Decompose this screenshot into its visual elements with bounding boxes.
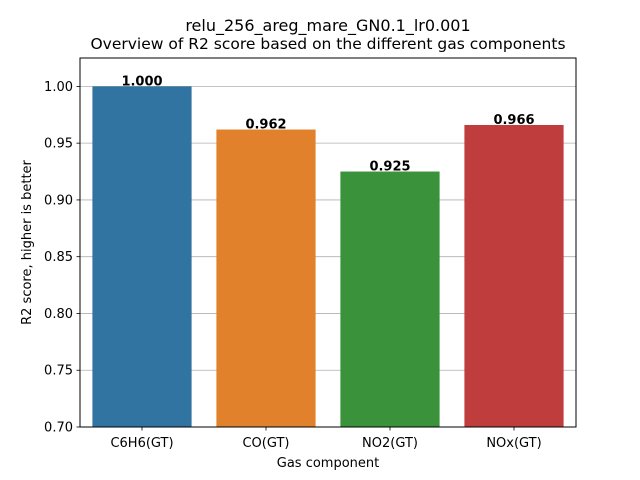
y-tick-label: 0.75 [44,364,73,379]
y-axis-label: R2 score, higher is better [20,159,35,324]
x-tick-label: NOx(GT) [486,436,541,451]
x-tick-label: CO(GT) [242,436,289,451]
x-axis-ticks: C6H6(GT) CO(GT) NO2(GT) NOx(GT) [110,427,542,451]
y-tick-label: 1.00 [44,80,73,95]
value-labels-group: 1.000 0.962 0.925 0.966 [121,74,534,174]
bars-group [92,86,564,427]
bar-value-label: 1.000 [121,74,162,89]
y-axis-ticks: 0.70 0.75 0.80 0.85 0.90 0.95 1.00 [44,80,80,436]
bar-nox-gt [464,124,564,427]
y-tick-label: 0.80 [44,307,73,322]
plot-frame [79,57,577,428]
chart-title-line1: relu_256_areg_mare_GN0.1_lr0.001 [185,16,470,36]
chart-title-line2: Overview of R2 score based on the differ… [90,35,565,53]
x-axis-label: Gas component [277,456,380,471]
bar-value-label: 0.925 [369,160,410,175]
bar-no2-gt [340,171,440,427]
x-tick-label: C6H6(GT) [110,436,173,451]
y-tick-label: 0.70 [44,421,73,436]
bar-value-label: 0.962 [245,118,286,133]
y-tick-label: 0.95 [44,137,73,152]
y-tick-label: 0.90 [44,193,73,208]
y-tick-label: 0.85 [44,250,73,265]
bar-c6h6-gt [92,86,192,427]
x-tick-label: NO2(GT) [362,436,418,451]
bar-value-label: 0.966 [493,113,534,128]
bar-co-gt [216,129,316,427]
